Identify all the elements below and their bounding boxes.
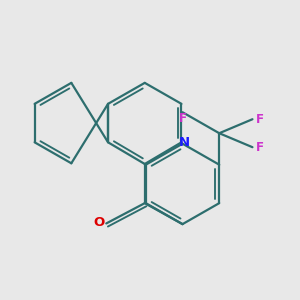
Text: F: F bbox=[256, 141, 264, 154]
Text: N: N bbox=[179, 136, 190, 149]
Text: F: F bbox=[178, 112, 187, 125]
Text: O: O bbox=[93, 215, 104, 229]
Text: F: F bbox=[256, 113, 264, 126]
